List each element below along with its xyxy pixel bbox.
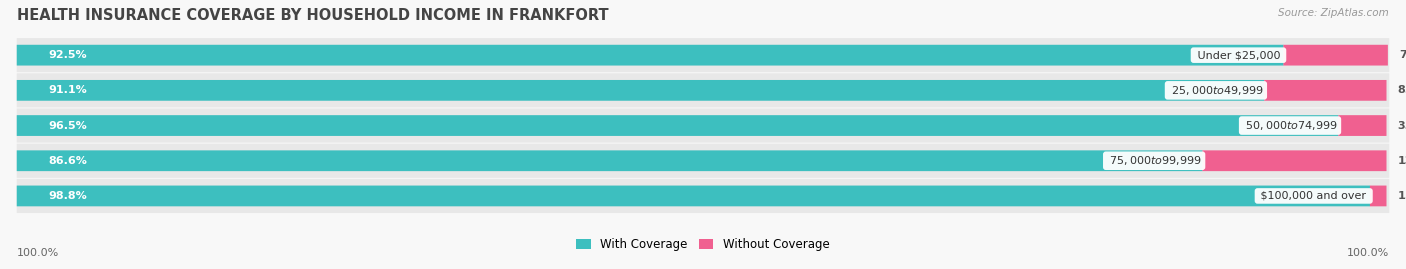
Legend: With Coverage, Without Coverage: With Coverage, Without Coverage (572, 234, 834, 256)
FancyBboxPatch shape (17, 80, 1264, 101)
FancyBboxPatch shape (1264, 80, 1386, 101)
Text: 3.5%: 3.5% (1398, 121, 1406, 130)
FancyBboxPatch shape (1339, 115, 1386, 136)
Text: 96.5%: 96.5% (48, 121, 87, 130)
Text: 13.4%: 13.4% (1398, 156, 1406, 166)
FancyBboxPatch shape (17, 108, 1389, 143)
FancyBboxPatch shape (17, 144, 1389, 178)
FancyBboxPatch shape (17, 115, 1339, 136)
Text: 100.0%: 100.0% (17, 248, 59, 258)
Text: 91.1%: 91.1% (48, 85, 87, 95)
Text: 86.6%: 86.6% (48, 156, 87, 166)
Text: 1.2%: 1.2% (1398, 191, 1406, 201)
Text: 7.6%: 7.6% (1399, 50, 1406, 60)
FancyBboxPatch shape (1284, 45, 1388, 66)
FancyBboxPatch shape (17, 38, 1389, 72)
FancyBboxPatch shape (17, 186, 1369, 206)
Text: $75,000 to $99,999: $75,000 to $99,999 (1105, 154, 1202, 167)
Text: $50,000 to $74,999: $50,000 to $74,999 (1241, 119, 1339, 132)
Text: 92.5%: 92.5% (48, 50, 87, 60)
FancyBboxPatch shape (1369, 186, 1386, 206)
Text: $100,000 and over: $100,000 and over (1257, 191, 1369, 201)
FancyBboxPatch shape (17, 73, 1389, 107)
Text: HEALTH INSURANCE COVERAGE BY HOUSEHOLD INCOME IN FRANKFORT: HEALTH INSURANCE COVERAGE BY HOUSEHOLD I… (17, 8, 609, 23)
FancyBboxPatch shape (17, 45, 1284, 66)
FancyBboxPatch shape (17, 179, 1389, 213)
Text: 98.8%: 98.8% (48, 191, 87, 201)
FancyBboxPatch shape (17, 150, 1202, 171)
Text: 8.9%: 8.9% (1398, 85, 1406, 95)
Text: 100.0%: 100.0% (1347, 248, 1389, 258)
FancyBboxPatch shape (1202, 150, 1386, 171)
Text: Under $25,000: Under $25,000 (1194, 50, 1284, 60)
Text: Source: ZipAtlas.com: Source: ZipAtlas.com (1278, 8, 1389, 18)
Text: $25,000 to $49,999: $25,000 to $49,999 (1167, 84, 1264, 97)
